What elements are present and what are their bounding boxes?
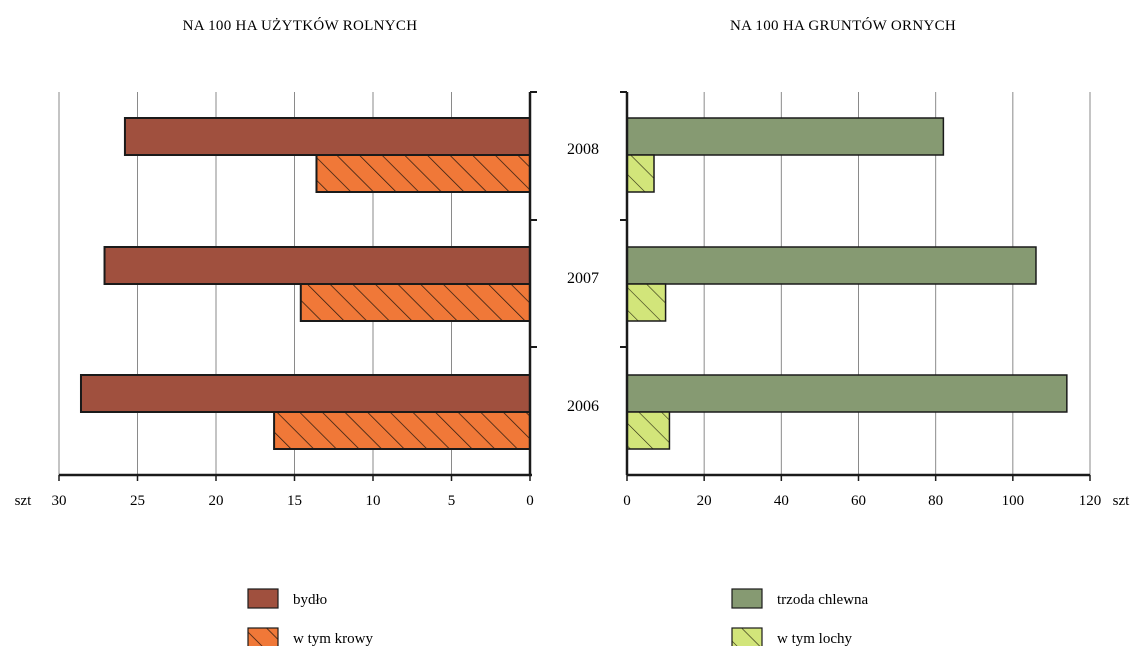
- legend-label: trzoda chlewna: [777, 592, 869, 608]
- right-axes: [620, 91, 1091, 481]
- left-bars: [79, 117, 532, 450]
- left-x-tick-label: 25: [130, 493, 145, 509]
- left-chart-title: NA 100 HA UŻYTKÓW ROLNYCH: [183, 17, 418, 34]
- left-bar-bydlo-2008: [123, 117, 531, 156]
- legend-swatch: [731, 588, 763, 609]
- left-bar-krowy-2006: [273, 411, 531, 450]
- left-bar-bydlo-2007: [103, 246, 531, 285]
- legend-swatch: [247, 627, 279, 646]
- legend-right: trzoda chlewna w tym lochy: [731, 588, 869, 646]
- left-unit-label: szt: [15, 493, 32, 509]
- right-bar-trzoda-2007: [626, 246, 1037, 285]
- left-x-tick-label: 10: [366, 493, 381, 509]
- legend-label: w tym lochy: [777, 631, 852, 646]
- legend-label: w tym krowy: [293, 631, 373, 646]
- right-bar-trzoda-2008: [626, 117, 945, 156]
- right-x-tick-label: 40: [774, 493, 789, 509]
- year-labels: 2008 2007 2006: [567, 141, 599, 415]
- left-x-tick-label: 30: [52, 493, 67, 509]
- left-bar-krowy-2007: [299, 283, 531, 322]
- legend-swatch: [731, 627, 763, 646]
- right-bar-lochy-2007: [626, 283, 667, 322]
- right-x-tick-label: 20: [697, 493, 712, 509]
- right-tick-labels: 0 20 40 60 80 100 120 szt: [623, 493, 1130, 509]
- right-unit-label: szt: [1113, 493, 1130, 509]
- left-bar-krowy-2008: [315, 154, 532, 193]
- left-tick-labels: szt 30 25 20 15 10 5 0: [15, 493, 534, 509]
- legend-swatch: [247, 588, 279, 609]
- right-x-tick-label: 120: [1079, 493, 1102, 509]
- right-x-tick-label: 80: [928, 493, 943, 509]
- left-x-tick-label: 20: [209, 493, 224, 509]
- year-label-2008: 2008: [567, 141, 599, 158]
- left-x-tick-label: 0: [526, 493, 534, 509]
- right-bar-trzoda-2006: [626, 374, 1068, 413]
- left-x-tick-label: 15: [287, 493, 302, 509]
- year-label-2007: 2007: [567, 270, 599, 287]
- right-x-tick-label: 100: [1002, 493, 1025, 509]
- right-x-tick-label: 0: [623, 493, 631, 509]
- left-x-tick-label: 5: [448, 493, 456, 509]
- right-bar-lochy-2006: [626, 411, 671, 450]
- left-axes: [58, 91, 537, 481]
- year-label-2006: 2006: [567, 398, 599, 415]
- right-bars: [626, 117, 1068, 450]
- right-bar-lochy-2008: [626, 154, 655, 193]
- left-bar-bydlo-2006: [79, 374, 531, 413]
- legend-label: bydło: [293, 592, 327, 608]
- right-chart-title: NA 100 HA GRUNTÓW ORNYCH: [730, 17, 956, 34]
- right-x-tick-label: 60: [851, 493, 866, 509]
- legend-left: bydło w tym krowy: [247, 588, 373, 646]
